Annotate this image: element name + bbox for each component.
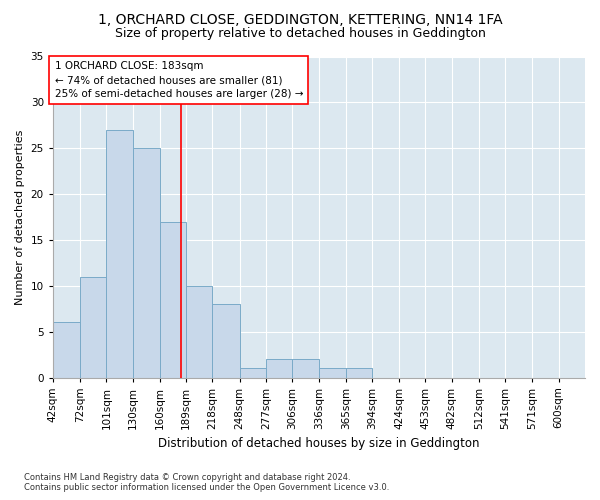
Bar xyxy=(319,368,346,378)
Y-axis label: Number of detached properties: Number of detached properties xyxy=(15,130,25,304)
Bar xyxy=(292,359,319,378)
Bar xyxy=(80,276,106,378)
Text: 1 ORCHARD CLOSE: 183sqm
← 74% of detached houses are smaller (81)
25% of semi-de: 1 ORCHARD CLOSE: 183sqm ← 74% of detache… xyxy=(55,61,303,99)
Text: Size of property relative to detached houses in Geddington: Size of property relative to detached ho… xyxy=(115,28,485,40)
X-axis label: Distribution of detached houses by size in Geddington: Distribution of detached houses by size … xyxy=(158,437,479,450)
Bar xyxy=(239,368,266,378)
Text: Contains HM Land Registry data © Crown copyright and database right 2024.
Contai: Contains HM Land Registry data © Crown c… xyxy=(24,473,389,492)
Bar xyxy=(53,322,80,378)
Bar xyxy=(346,368,372,378)
Bar xyxy=(212,304,239,378)
Bar xyxy=(266,359,292,378)
Text: 1, ORCHARD CLOSE, GEDDINGTON, KETTERING, NN14 1FA: 1, ORCHARD CLOSE, GEDDINGTON, KETTERING,… xyxy=(98,12,502,26)
Bar xyxy=(133,148,160,378)
Bar xyxy=(186,286,212,378)
Bar xyxy=(106,130,133,378)
Bar xyxy=(160,222,186,378)
